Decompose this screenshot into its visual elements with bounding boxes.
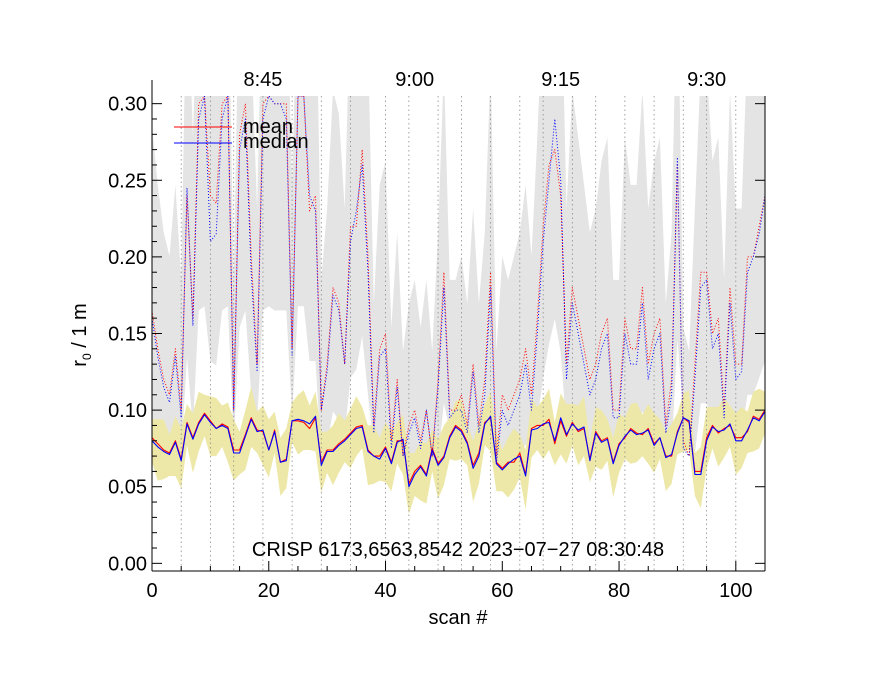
top-time-label: 9:00 <box>395 69 434 91</box>
top-time-label: 8:45 <box>243 69 282 91</box>
y-tick-label: 0.30 <box>108 94 147 116</box>
x-tick-label: 40 <box>374 580 396 602</box>
x-tick-label: 0 <box>146 580 157 602</box>
top-time-label: 9:30 <box>687 69 726 91</box>
y-tick-label: 0.20 <box>108 247 147 269</box>
x-tick-label: 100 <box>719 580 752 602</box>
lower-band <box>152 387 765 515</box>
y-axis-title-rest: / 1 m <box>69 303 91 353</box>
x-tick-label: 60 <box>491 580 513 602</box>
legend: mean median <box>174 116 309 153</box>
series-layer <box>152 96 765 488</box>
y-tick-label: 0.15 <box>108 324 147 346</box>
series-upper-median <box>152 96 765 465</box>
x-tick-label: 80 <box>608 580 630 602</box>
y-axis-title-sub: 0 <box>80 353 94 360</box>
x-axis-title: scan # <box>429 607 489 629</box>
series-median <box>152 411 765 488</box>
chart-annotation: CRISP 6173,6563,8542 2023−07−27 08:30:48 <box>252 539 664 561</box>
y-tick-label: 0.25 <box>108 170 147 192</box>
y-tick-label: 0.00 <box>108 553 147 575</box>
y-tick-label: 0.10 <box>108 400 147 422</box>
y-axis-title: r0 / 1 m <box>69 303 94 366</box>
series-upper-mean <box>152 96 765 457</box>
axis-ticks: 0 20 40 60 80 100 0.00 0.05 0.10 0.15 0.20 0.25 0.30… <box>108 69 766 602</box>
y-axis-title-text: r0 / 1 m <box>69 303 94 366</box>
legend-median-label: median <box>243 131 309 153</box>
x-tick-label: 20 <box>258 580 280 602</box>
y-axis-title-main: r <box>69 360 91 367</box>
legend-mean-label: mean <box>243 116 293 138</box>
top-time-label: 9:15 <box>541 69 580 91</box>
plot-area <box>152 96 765 571</box>
y-tick-label: 0.05 <box>108 477 147 499</box>
